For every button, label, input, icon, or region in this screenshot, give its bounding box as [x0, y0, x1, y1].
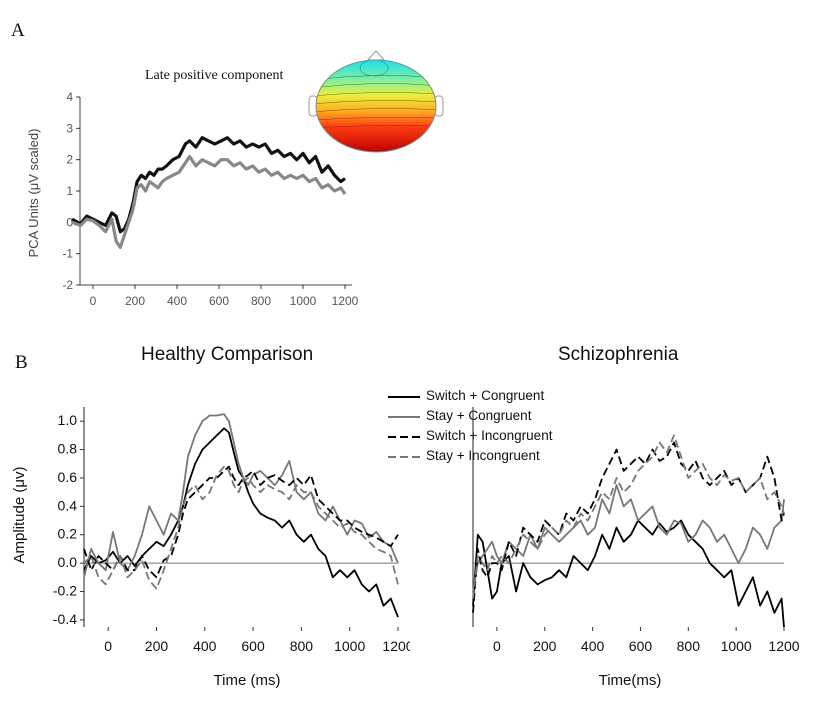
y-tick-label: -0.4 — [53, 611, 77, 627]
x-tick-label: 1200 — [382, 638, 410, 654]
y-tick-label: 0.2 — [58, 526, 78, 542]
x-tick-label: 1200 — [332, 294, 359, 308]
x-tick-label: 600 — [629, 638, 653, 654]
series-line-1 — [83, 413, 399, 578]
chart-a: -2 -1 0 1 2 3 4 0 200 400 600 800 1000 1200 PCA Unit… — [26, 90, 359, 308]
legend-item: Stay + Congruent — [388, 408, 532, 423]
legend: Switch + Congruent Stay + Congruent Swit… — [388, 387, 628, 469]
panel-label-a: A — [11, 20, 25, 41]
legend-item: Switch + Congruent — [388, 388, 545, 403]
series-line-2 — [83, 465, 399, 579]
y-tick-label: 1.0 — [58, 412, 78, 428]
y-tick-label: 0.0 — [58, 554, 78, 570]
x-tick-label: 1000 — [334, 638, 365, 654]
y-tick-label: 0.8 — [58, 441, 78, 457]
y-tick-label: -1 — [62, 247, 73, 261]
x-tick-label: 800 — [677, 638, 701, 654]
x-tick-label: 1000 — [721, 638, 752, 654]
x-tick-label: 400 — [193, 638, 217, 654]
x-tick-label: 800 — [251, 294, 271, 308]
chart-schizophrenia-xlabel: Time(ms) — [599, 672, 662, 689]
series-line-0 — [472, 519, 785, 628]
panel-label-b: B — [15, 352, 28, 373]
x-tick-label: 200 — [145, 638, 169, 654]
x-tick-label: 600 — [241, 638, 265, 654]
x-tick-label: 200 — [533, 638, 557, 654]
x-tick-label: 0 — [493, 638, 501, 654]
y-tick-label: 0.4 — [58, 497, 78, 513]
x-tick-label: 1000 — [290, 294, 317, 308]
y-tick-label: 4 — [66, 90, 73, 104]
x-tick-label: 600 — [209, 294, 229, 308]
series-line-1 — [71, 154, 347, 249]
x-tick-label: 1200 — [768, 638, 799, 654]
y-tick-label: 3 — [66, 121, 73, 135]
chart-healthy-title: Healthy Comparison — [141, 344, 314, 365]
y-tick-label: 2 — [66, 153, 73, 167]
y-tick-label: 0 — [66, 215, 73, 229]
y-tick-label: -2 — [62, 278, 73, 292]
series-line-0 — [71, 136, 346, 234]
x-tick-label: 800 — [290, 638, 314, 654]
x-tick-label: 400 — [167, 294, 187, 308]
chart-a-title: Late positive component — [145, 68, 284, 83]
y-tick-label: -0.2 — [53, 583, 77, 599]
series-line-1 — [472, 484, 785, 592]
chart-healthy: -0.4 -0.2 0.0 0.2 0.4 0.6 0.8 1.0 0 200 400 600 800… — [11, 407, 410, 689]
series-line-3 — [83, 465, 399, 590]
y-tick-label: 1 — [66, 184, 73, 198]
legend-item: Stay + Incongruent — [388, 448, 540, 463]
chart-schizophrenia: 0 200 400 600 800 1000 1200 Time(ms) — [472, 407, 800, 689]
series-line-3 — [472, 434, 785, 599]
x-tick-label: 0 — [104, 638, 112, 654]
legend-item: Switch + Incongruent — [388, 428, 553, 443]
y-tick-label: 0.6 — [58, 469, 78, 485]
chart-healthy-ylabel: Amplitude (μv) — [11, 466, 28, 563]
x-tick-label: 400 — [581, 638, 605, 654]
series-line-0 — [83, 427, 399, 618]
scalp-topography-map — [308, 50, 444, 153]
series-line-2 — [472, 441, 785, 613]
x-tick-label: 200 — [125, 294, 145, 308]
chart-healthy-xlabel: Time (ms) — [214, 672, 281, 689]
x-tick-label: 0 — [90, 294, 97, 308]
chart-schizophrenia-title: Schizophrenia — [558, 344, 679, 365]
chart-a-ylabel: PCA Units (μV scaled) — [26, 129, 41, 258]
